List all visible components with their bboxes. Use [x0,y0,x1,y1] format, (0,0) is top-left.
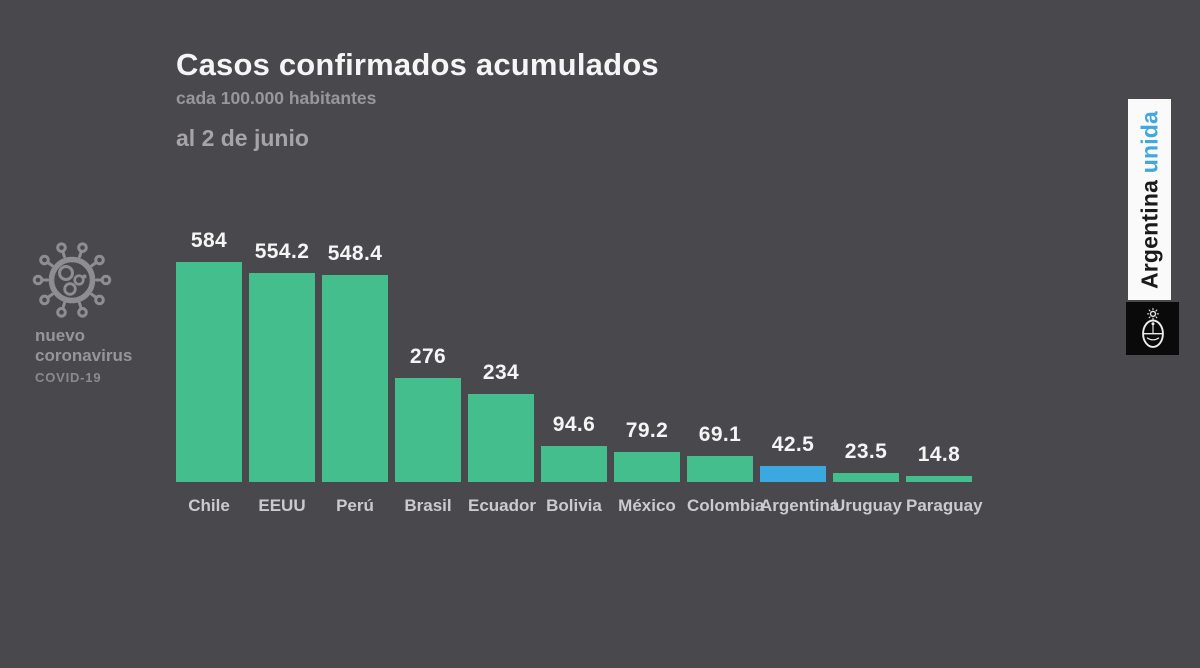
bar-column-Bolivia: 94.6 [541,413,607,482]
covid-badge-sub: COVID-19 [35,370,102,385]
category-label-México: México [618,496,676,515]
category-label-Brasil: Brasil [404,496,452,515]
banner-text-unida: unida [1136,110,1162,173]
covid-badge-name: nuevo coronavirus [35,326,133,365]
value-label-Perú: 548.4 [327,242,383,265]
category-label-Colombia: Colombia [687,496,765,515]
value-label-Chile: 584 [190,229,228,252]
chart-title: Casos confirmados acumulados [176,47,659,82]
coat-of-arms-box [1126,302,1179,355]
value-label-México: 79.2 [625,419,669,442]
bar-column-México: 79.2 [614,419,680,482]
bar-column-EEUU: 554.2 [249,240,315,482]
bar-column-Chile: 584 [176,229,242,482]
bars-area: 584 554.2 548.4 276 234 94.6 79.2 69.1 42.5 23.5 1… [176,200,972,482]
category-labels: Chile EEUU Perú Brasil Ecuador Bolivia México C… [176,496,983,516]
bar-Brasil [395,378,461,482]
chart-header: Casos confirmados acumulados cada 100.00… [176,46,659,153]
bar-EEUU [249,273,315,482]
bar-column-Ecuador: 234 [468,361,534,482]
value-label-Uruguay: 23.5 [844,440,888,463]
banner-text: Argentina unida [1136,110,1163,288]
value-label-Bolivia: 94.6 [552,413,596,436]
bar-Perú [322,275,388,482]
category-label-EEUU: EEUU [258,496,306,515]
bar-Chile [176,262,242,482]
category-label-Ecuador: Ecuador [468,496,537,515]
bar-Argentina [760,466,826,482]
covid-badge: nuevo coronavirus COVID-19 [28,240,158,385]
bar-Bolivia [541,446,607,482]
argentina-unida-banner: Argentina unida [1128,99,1171,300]
value-label-Ecuador: 234 [482,361,520,384]
bar-Ecuador [468,394,534,482]
category-label-Uruguay: Uruguay [833,496,902,515]
argentina-coat-of-arms-icon [1141,307,1164,348]
chart-date: al 2 de junio [176,125,309,151]
chart-subtitle: cada 100.000 habitantes [176,88,377,108]
bar-Colombia [687,456,753,482]
bar-column-Colombia: 69.1 [687,423,753,482]
value-label-EEUU: 554.2 [254,240,310,263]
category-label-Bolivia: Bolivia [546,496,602,515]
value-label-Brasil: 276 [409,345,447,368]
bar-column-Brasil: 276 [395,345,461,482]
bar-chart: 584 554.2 548.4 276 234 94.6 79.2 69.1 42.5 23.5 1… [176,200,983,516]
category-label-Argentina: Argentina [760,496,840,515]
coronavirus-icon [32,242,112,318]
bar-Uruguay [833,473,899,482]
value-label-Argentina: 42.5 [771,433,815,456]
value-label-Paraguay: 14.8 [917,443,961,466]
bar-Paraguay [906,476,972,482]
bar-column-Uruguay: 23.5 [833,440,899,482]
value-label-Colombia: 69.1 [698,423,742,446]
bar-column-Argentina: 42.5 [760,433,826,482]
category-label-Paraguay: Paraguay [906,496,983,515]
bar-column-Perú: 548.4 [322,242,388,482]
category-label-Chile: Chile [188,496,230,515]
banner-text-argentina: Argentina [1136,179,1162,289]
category-label-Perú: Perú [336,496,374,515]
bar-México [614,452,680,482]
bar-column-Paraguay: 14.8 [906,443,972,482]
